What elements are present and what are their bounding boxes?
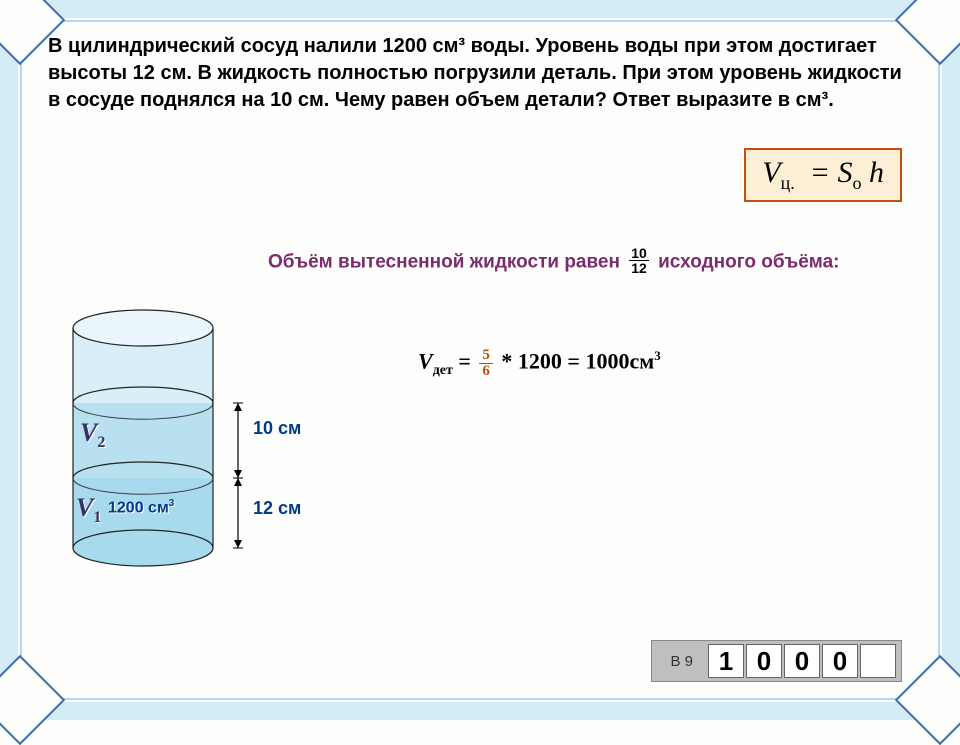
formula-S-sub: о xyxy=(853,173,862,193)
corner-decoration xyxy=(895,655,960,745)
dimension-10cm: 10 см xyxy=(253,418,301,439)
answer-cell[interactable]: 1 xyxy=(708,644,744,678)
v1-var: V xyxy=(76,493,93,522)
sol-frac-num: 5 xyxy=(479,348,493,364)
sol-frac-den: 6 xyxy=(479,364,493,379)
cylinder-diagram: V2 V1 1200 см3 xyxy=(68,308,218,568)
v1-value-text: 1200 см xyxy=(108,499,169,516)
formula-V: V xyxy=(762,156,780,189)
explain-fraction: 10 12 xyxy=(629,246,649,275)
sol-eq1: = xyxy=(458,349,476,374)
sol-V-sub: дет xyxy=(433,363,453,378)
label-V2: V2 xyxy=(80,418,105,452)
v2-var: V xyxy=(80,418,97,447)
explanation-line: Объём вытесненной жидкости равен 10 12 и… xyxy=(268,248,839,277)
explain-pre: Объём вытесненной жидкости равен xyxy=(268,252,625,273)
sol-unit: см xyxy=(629,349,654,374)
solution-line: Vдет = 5 6 * 1200 = 1000см3 xyxy=(418,348,661,379)
corner-decoration xyxy=(0,655,65,745)
sol-V: V xyxy=(418,349,433,374)
formula-eq: = xyxy=(810,156,830,189)
sol-mid: * 1200 = 1000 xyxy=(501,349,629,374)
formula-h: h xyxy=(869,156,884,189)
sol-fraction: 5 6 xyxy=(479,348,493,379)
answer-cell[interactable]: 0 xyxy=(784,644,820,678)
sol-unit-sup: 3 xyxy=(654,348,661,363)
formula-V-sub: ц. xyxy=(781,173,795,193)
explain-post: исходного объёма: xyxy=(658,252,839,273)
label-V1: V1 xyxy=(76,493,101,527)
explain-frac-num: 10 xyxy=(629,246,649,261)
answer-cell[interactable]: 0 xyxy=(746,644,782,678)
answer-cell[interactable]: 0 xyxy=(822,644,858,678)
formula-S: S xyxy=(838,156,853,189)
problem-statement: В цилиндрический сосуд налили 1200 см³ в… xyxy=(48,33,918,114)
v1-value-sup: 3 xyxy=(169,498,175,509)
volume-formula: Vц. = Sо h xyxy=(744,148,902,202)
explain-frac-den: 12 xyxy=(629,261,649,275)
answer-input-bar: В 9 1 0 0 0 xyxy=(651,640,902,682)
v2-sub: 2 xyxy=(97,434,105,451)
question-number-label: В 9 xyxy=(656,653,707,670)
label-V1-value: 1200 см3 xyxy=(108,498,174,517)
dimension-12cm: 12 см xyxy=(253,498,301,519)
answer-cell[interactable] xyxy=(860,644,896,678)
v1-sub: 1 xyxy=(93,509,101,526)
